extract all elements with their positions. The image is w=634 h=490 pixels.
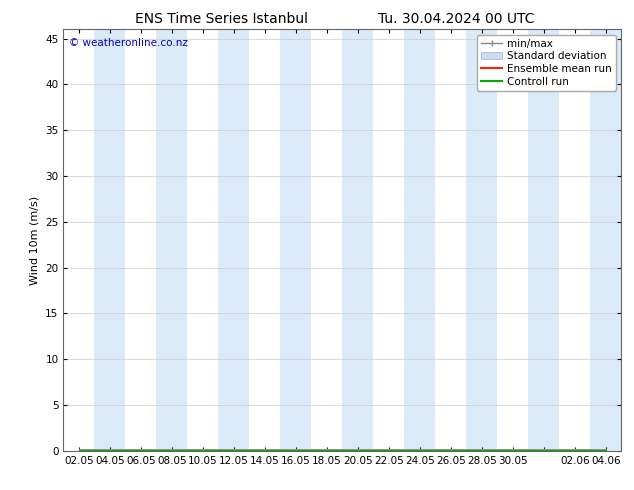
Bar	[467, 29, 497, 451]
Text: Tu. 30.04.2024 00 UTC: Tu. 30.04.2024 00 UTC	[378, 12, 534, 26]
Bar	[94, 29, 126, 451]
Bar	[342, 29, 373, 451]
Bar	[590, 29, 621, 451]
Legend: min/max, Standard deviation, Ensemble mean run, Controll run: min/max, Standard deviation, Ensemble me…	[477, 35, 616, 91]
Y-axis label: Wind 10m (m/s): Wind 10m (m/s)	[30, 196, 40, 285]
Bar	[280, 29, 311, 451]
Bar	[528, 29, 559, 451]
Bar	[157, 29, 188, 451]
Bar	[404, 29, 436, 451]
Text: © weatheronline.co.nz: © weatheronline.co.nz	[69, 38, 188, 48]
Bar	[218, 29, 249, 451]
Text: ENS Time Series Istanbul: ENS Time Series Istanbul	[136, 12, 308, 26]
